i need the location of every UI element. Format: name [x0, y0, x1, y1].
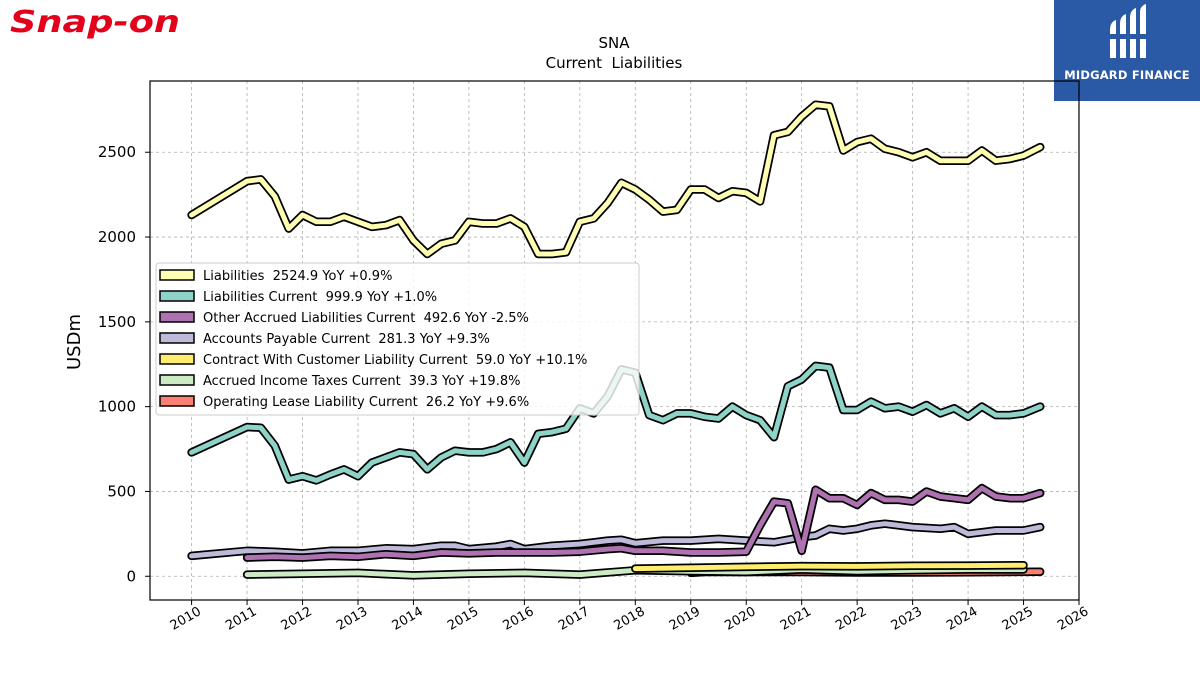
series-stroke [189, 521, 1043, 559]
series-lines [187, 100, 1045, 580]
x-tick-label: 2026 [1055, 604, 1091, 634]
legend-swatch [159, 311, 195, 323]
legend-label: Liabilities 2524.9 YoY +0.9% [203, 269, 392, 284]
legend-label: Liabilities Current 999.9 YoY +1.0% [203, 290, 437, 305]
y-tick-label: 1500 [98, 313, 136, 331]
x-tick-label: 2012 [279, 604, 315, 634]
series-line [187, 519, 1045, 561]
y-tick-label: 500 [107, 482, 136, 500]
plot-frame [149, 80, 1080, 601]
x-tick-label: 2024 [944, 604, 980, 634]
x-tick-label: 2014 [390, 604, 426, 634]
x-tick-label: 2010 [168, 604, 204, 634]
chart-title: SNA [598, 34, 630, 52]
x-tick-label: 2025 [1000, 604, 1036, 634]
x-tick-label: 2018 [611, 604, 647, 634]
legend: Liabilities 2524.9 YoY +0.9% Liabilities … [155, 262, 640, 416]
legend-box [155, 262, 640, 416]
legend-swatch [159, 395, 195, 407]
legend-item: Contract With Customer Liability Current… [159, 353, 587, 368]
series-line [242, 483, 1045, 562]
legend-swatch [159, 269, 195, 281]
series-stroke [632, 562, 1026, 572]
y-tick-label: 0 [126, 567, 136, 585]
legend-label: Operating Lease Liability Current 26.2 Y… [203, 395, 529, 410]
legend-swatch [159, 332, 195, 344]
x-tick-label: 2019 [667, 604, 703, 634]
x-tick-label: 2015 [445, 604, 481, 634]
series-stroke [244, 485, 1043, 561]
series-line [187, 100, 1045, 259]
x-tick-label: 2016 [501, 604, 537, 634]
legend-label: Accounts Payable Current 281.3 YoY +9.3% [203, 332, 490, 347]
y-tick-label: 1000 [98, 398, 136, 416]
legend-item: Accounts Payable Current 281.3 YoY +9.3% [159, 332, 490, 347]
legend-label: Other Accrued Liabilities Current 492.6 … [203, 311, 529, 326]
series-line [631, 560, 1028, 573]
legend-swatch [159, 290, 195, 302]
midgard-monogram-icon [1108, 4, 1150, 58]
series-stroke [189, 102, 1043, 257]
legend-item: Liabilities Current 999.9 YoY +1.0% [159, 290, 437, 305]
x-tick-label: 2011 [223, 604, 259, 634]
snap-on-logo-text: Snap-on [10, 5, 180, 40]
legend-item: Other Accrued Liabilities Current 492.6 … [159, 311, 529, 326]
x-tick-label: 2022 [833, 604, 869, 634]
midgard-finance-label: MIDGARD FINANCE [1064, 68, 1190, 82]
legend-item: Liabilities 2524.9 YoY +0.9% [159, 269, 392, 284]
x-tick-label: 2020 [722, 604, 758, 634]
legend-item: Operating Lease Liability Current 26.2 Y… [159, 395, 529, 410]
x-tick-label: 2023 [889, 604, 925, 634]
y-axis-label: USDm [64, 314, 85, 370]
x-tick-label: 2021 [778, 604, 814, 634]
x-tick-label: 2017 [556, 604, 592, 634]
legend-label: Accrued Income Taxes Current 39.3 YoY +1… [203, 374, 520, 389]
chart-subtitle: Current Liabilities [546, 54, 683, 72]
snap-on-logo: Snap-on [10, 5, 180, 40]
legend-item: Accrued Income Taxes Current 39.3 YoY +1… [159, 374, 520, 389]
x-tick-label: 2013 [334, 604, 370, 634]
legend-swatch [159, 353, 195, 365]
legend-swatch [159, 374, 195, 386]
midgard-finance-logo: MIDGARD FINANCE [1054, 0, 1200, 101]
y-tick-label: 2000 [98, 228, 136, 246]
legend-label: Contract With Customer Liability Current… [203, 353, 587, 368]
y-tick-label: 2500 [98, 143, 136, 161]
